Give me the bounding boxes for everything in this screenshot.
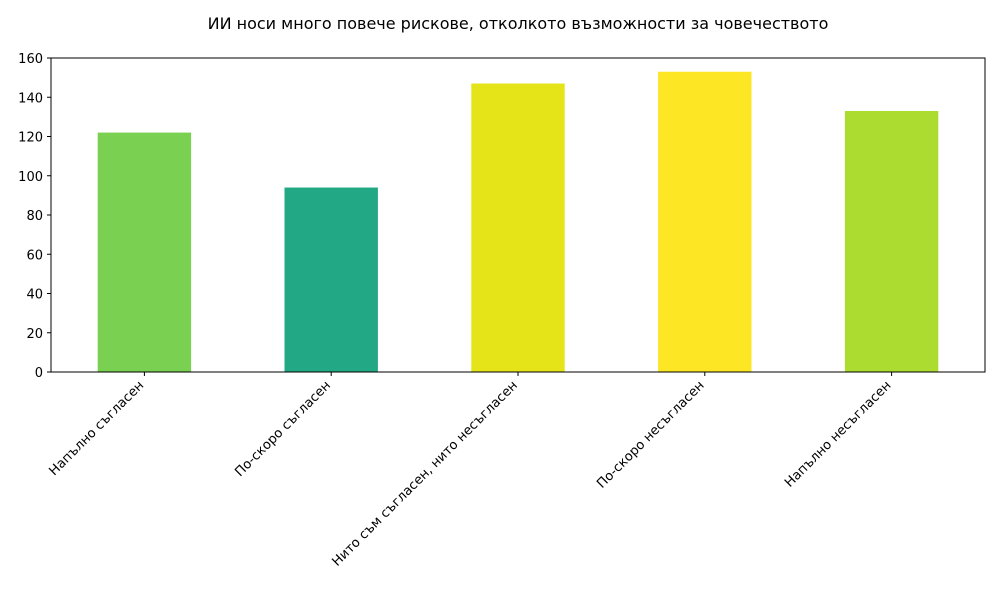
x-tick-label: Нито съм съгласен, нито несъгласен	[329, 378, 520, 569]
y-tick-label: 40	[26, 288, 43, 303]
bar	[284, 187, 378, 372]
y-tick-label: 120	[18, 131, 43, 146]
y-tick-label: 20	[26, 327, 43, 342]
bar	[97, 132, 192, 372]
y-tick-label: 0	[35, 366, 43, 381]
bar	[471, 83, 565, 372]
x-tick-label: По-скоро съгласен	[232, 378, 334, 480]
y-tick-label: 140	[18, 91, 43, 106]
plot-frame	[50, 57, 986, 373]
y-tick-label: 100	[18, 170, 43, 185]
y-tick-label: 160	[18, 52, 43, 67]
x-tick-label: По-скоро несъгласен	[594, 378, 707, 491]
x-tick-label: Напълно съгласен	[47, 378, 148, 479]
chart-title: ИИ носи много повече рискове, отколкото …	[208, 14, 829, 33]
bar	[844, 110, 939, 373]
bar	[658, 71, 752, 373]
y-tick-label: 60	[26, 248, 43, 263]
x-tick-label: Напълно несъгласен	[782, 378, 894, 490]
y-tick-label: 80	[26, 209, 43, 224]
